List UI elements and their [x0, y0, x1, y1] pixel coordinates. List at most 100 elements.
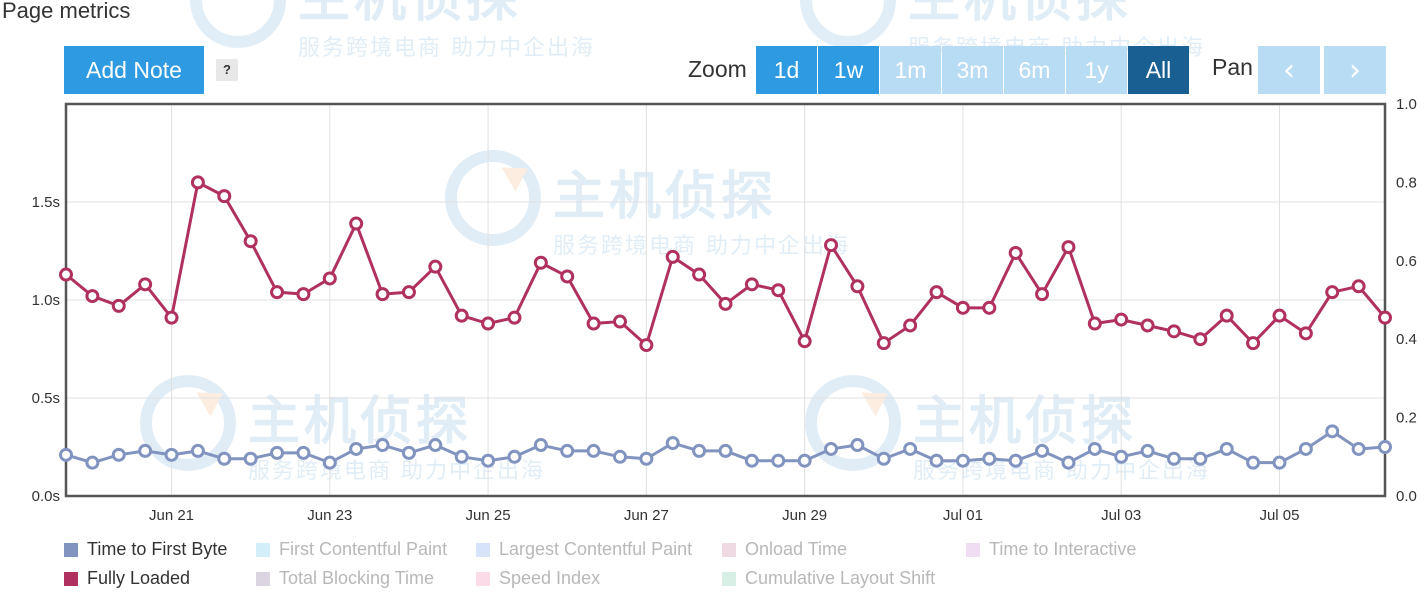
- data-point-fully-loaded: [1114, 312, 1129, 327]
- page-title: Page metrics: [2, 0, 131, 23]
- data-point-fully-loaded: [639, 338, 654, 353]
- data-point-fully-loaded: [243, 234, 258, 249]
- data-point-time-to-first-byte: [586, 443, 601, 458]
- data-point-time-to-first-byte: [375, 438, 390, 453]
- legend-swatch: [64, 542, 78, 557]
- data-point-time-to-first-byte: [217, 451, 232, 466]
- zoom-button-all[interactable]: All: [1128, 46, 1189, 94]
- data-point-fully-loaded: [718, 296, 733, 311]
- data-point-time-to-first-byte: [850, 438, 865, 453]
- data-point-fully-loaded: [533, 255, 548, 270]
- data-point-fully-loaded: [1351, 279, 1366, 294]
- data-point-time-to-first-byte: [349, 441, 364, 456]
- x-axis-tick-label: Jun 29: [782, 507, 827, 524]
- data-point-fully-loaded: [612, 314, 627, 329]
- data-point-fully-loaded: [982, 300, 997, 315]
- data-point-fully-loaded: [929, 285, 944, 300]
- data-point-fully-loaded: [1378, 310, 1392, 325]
- x-axis-tick-label: Jun 27: [624, 507, 669, 524]
- data-point-time-to-first-byte: [1351, 441, 1366, 456]
- data-point-fully-loaded: [903, 318, 918, 333]
- data-point-time-to-first-byte: [692, 443, 707, 458]
- legend-item[interactable]: First Contentful Paint: [256, 539, 447, 560]
- y-axis-tick-label: 1.0s: [32, 292, 60, 309]
- legend-item[interactable]: Total Blocking Time: [256, 568, 434, 589]
- legend-item[interactable]: Speed Index: [476, 568, 600, 589]
- data-point-time-to-first-byte: [243, 451, 258, 466]
- zoom-button-6m[interactable]: 6m: [1004, 46, 1065, 94]
- data-point-fully-loaded: [771, 283, 786, 298]
- data-point-fully-loaded: [1087, 316, 1102, 331]
- legend-item[interactable]: Cumulative Layout Shift: [722, 568, 935, 589]
- data-point-fully-loaded: [428, 259, 443, 274]
- data-point-time-to-first-byte: [1114, 449, 1129, 464]
- data-point-fully-loaded: [111, 298, 126, 313]
- data-point-fully-loaded: [296, 287, 311, 302]
- zoom-button-1d[interactable]: 1d: [756, 46, 817, 94]
- data-point-fully-loaded: [375, 287, 390, 302]
- data-point-fully-loaded: [190, 175, 205, 190]
- zoom-button-1m[interactable]: 1m: [880, 46, 941, 94]
- data-point-fully-loaded: [797, 334, 812, 349]
- legend-item[interactable]: Time to First Byte: [64, 539, 227, 560]
- data-point-time-to-first-byte: [1008, 453, 1023, 468]
- zoom-button-3m[interactable]: 3m: [942, 46, 1003, 94]
- legend-item[interactable]: Onload Time: [722, 539, 847, 560]
- data-point-fully-loaded: [1219, 308, 1234, 323]
- y2-axis-tick-label: 0.0: [1396, 488, 1417, 505]
- legend-item[interactable]: Fully Loaded: [64, 568, 190, 589]
- data-point-time-to-first-byte: [1140, 443, 1155, 458]
- zoom-label: Zoom: [688, 56, 747, 82]
- data-point-time-to-first-byte: [560, 443, 575, 458]
- x-axis-tick-label: Jun 21: [149, 507, 194, 524]
- help-button[interactable]: ?: [216, 59, 238, 81]
- x-axis-tick-label: Jun 25: [466, 507, 511, 524]
- legend-swatch: [256, 571, 270, 586]
- legend-swatch: [256, 542, 270, 557]
- legend-label: Time to Interactive: [989, 539, 1137, 559]
- data-point-fully-loaded: [560, 269, 575, 284]
- data-point-time-to-first-byte: [665, 436, 680, 451]
- data-point-time-to-first-byte: [1035, 443, 1050, 458]
- pan-prev-button[interactable]: ‹: [1258, 46, 1320, 94]
- zoom-button-1y[interactable]: 1y: [1066, 46, 1127, 94]
- data-point-fully-loaded: [1008, 245, 1023, 260]
- data-point-fully-loaded: [270, 285, 285, 300]
- legend-swatch: [476, 571, 490, 586]
- data-point-time-to-first-byte: [1325, 424, 1340, 439]
- legend-item[interactable]: Time to Interactive: [966, 539, 1136, 560]
- data-point-time-to-first-byte: [138, 443, 153, 458]
- legend-label: Cumulative Layout Shift: [745, 568, 936, 588]
- data-point-time-to-first-byte: [1298, 441, 1313, 456]
- data-point-fully-loaded: [217, 189, 232, 204]
- data-point-fully-loaded: [744, 277, 759, 292]
- data-point-time-to-first-byte: [190, 443, 205, 458]
- y2-axis-tick-label: 0.8: [1396, 174, 1417, 191]
- legend-item[interactable]: Largest Contentful Paint: [476, 539, 692, 560]
- data-point-fully-loaded: [665, 249, 680, 264]
- data-point-fully-loaded: [138, 277, 153, 292]
- data-point-time-to-first-byte: [771, 453, 786, 468]
- data-point-fully-loaded: [1035, 287, 1050, 302]
- data-point-fully-loaded: [349, 216, 364, 231]
- data-point-fully-loaded: [850, 279, 865, 294]
- data-point-fully-loaded: [507, 310, 522, 325]
- legend-label: Time to First Byte: [87, 539, 228, 559]
- data-point-time-to-first-byte: [454, 449, 469, 464]
- data-point-time-to-first-byte: [639, 451, 654, 466]
- data-point-fully-loaded: [481, 316, 496, 331]
- data-point-fully-loaded: [1140, 318, 1155, 333]
- zoom-button-1w[interactable]: 1w: [818, 46, 879, 94]
- legend-label: Largest Contentful Paint: [499, 539, 693, 559]
- pan-next-button[interactable]: ›: [1324, 46, 1386, 94]
- data-point-fully-loaded: [1166, 324, 1181, 339]
- data-point-time-to-first-byte: [59, 447, 73, 462]
- add-note-button[interactable]: Add Note: [64, 46, 204, 94]
- data-point-fully-loaded: [1325, 285, 1340, 300]
- data-point-fully-loaded: [876, 336, 891, 351]
- data-point-fully-loaded: [322, 271, 337, 286]
- data-point-time-to-first-byte: [903, 441, 918, 456]
- zoom-button-group: 1d 1w 1m 3m 6m 1y All: [756, 46, 1190, 94]
- data-point-fully-loaded: [955, 300, 970, 315]
